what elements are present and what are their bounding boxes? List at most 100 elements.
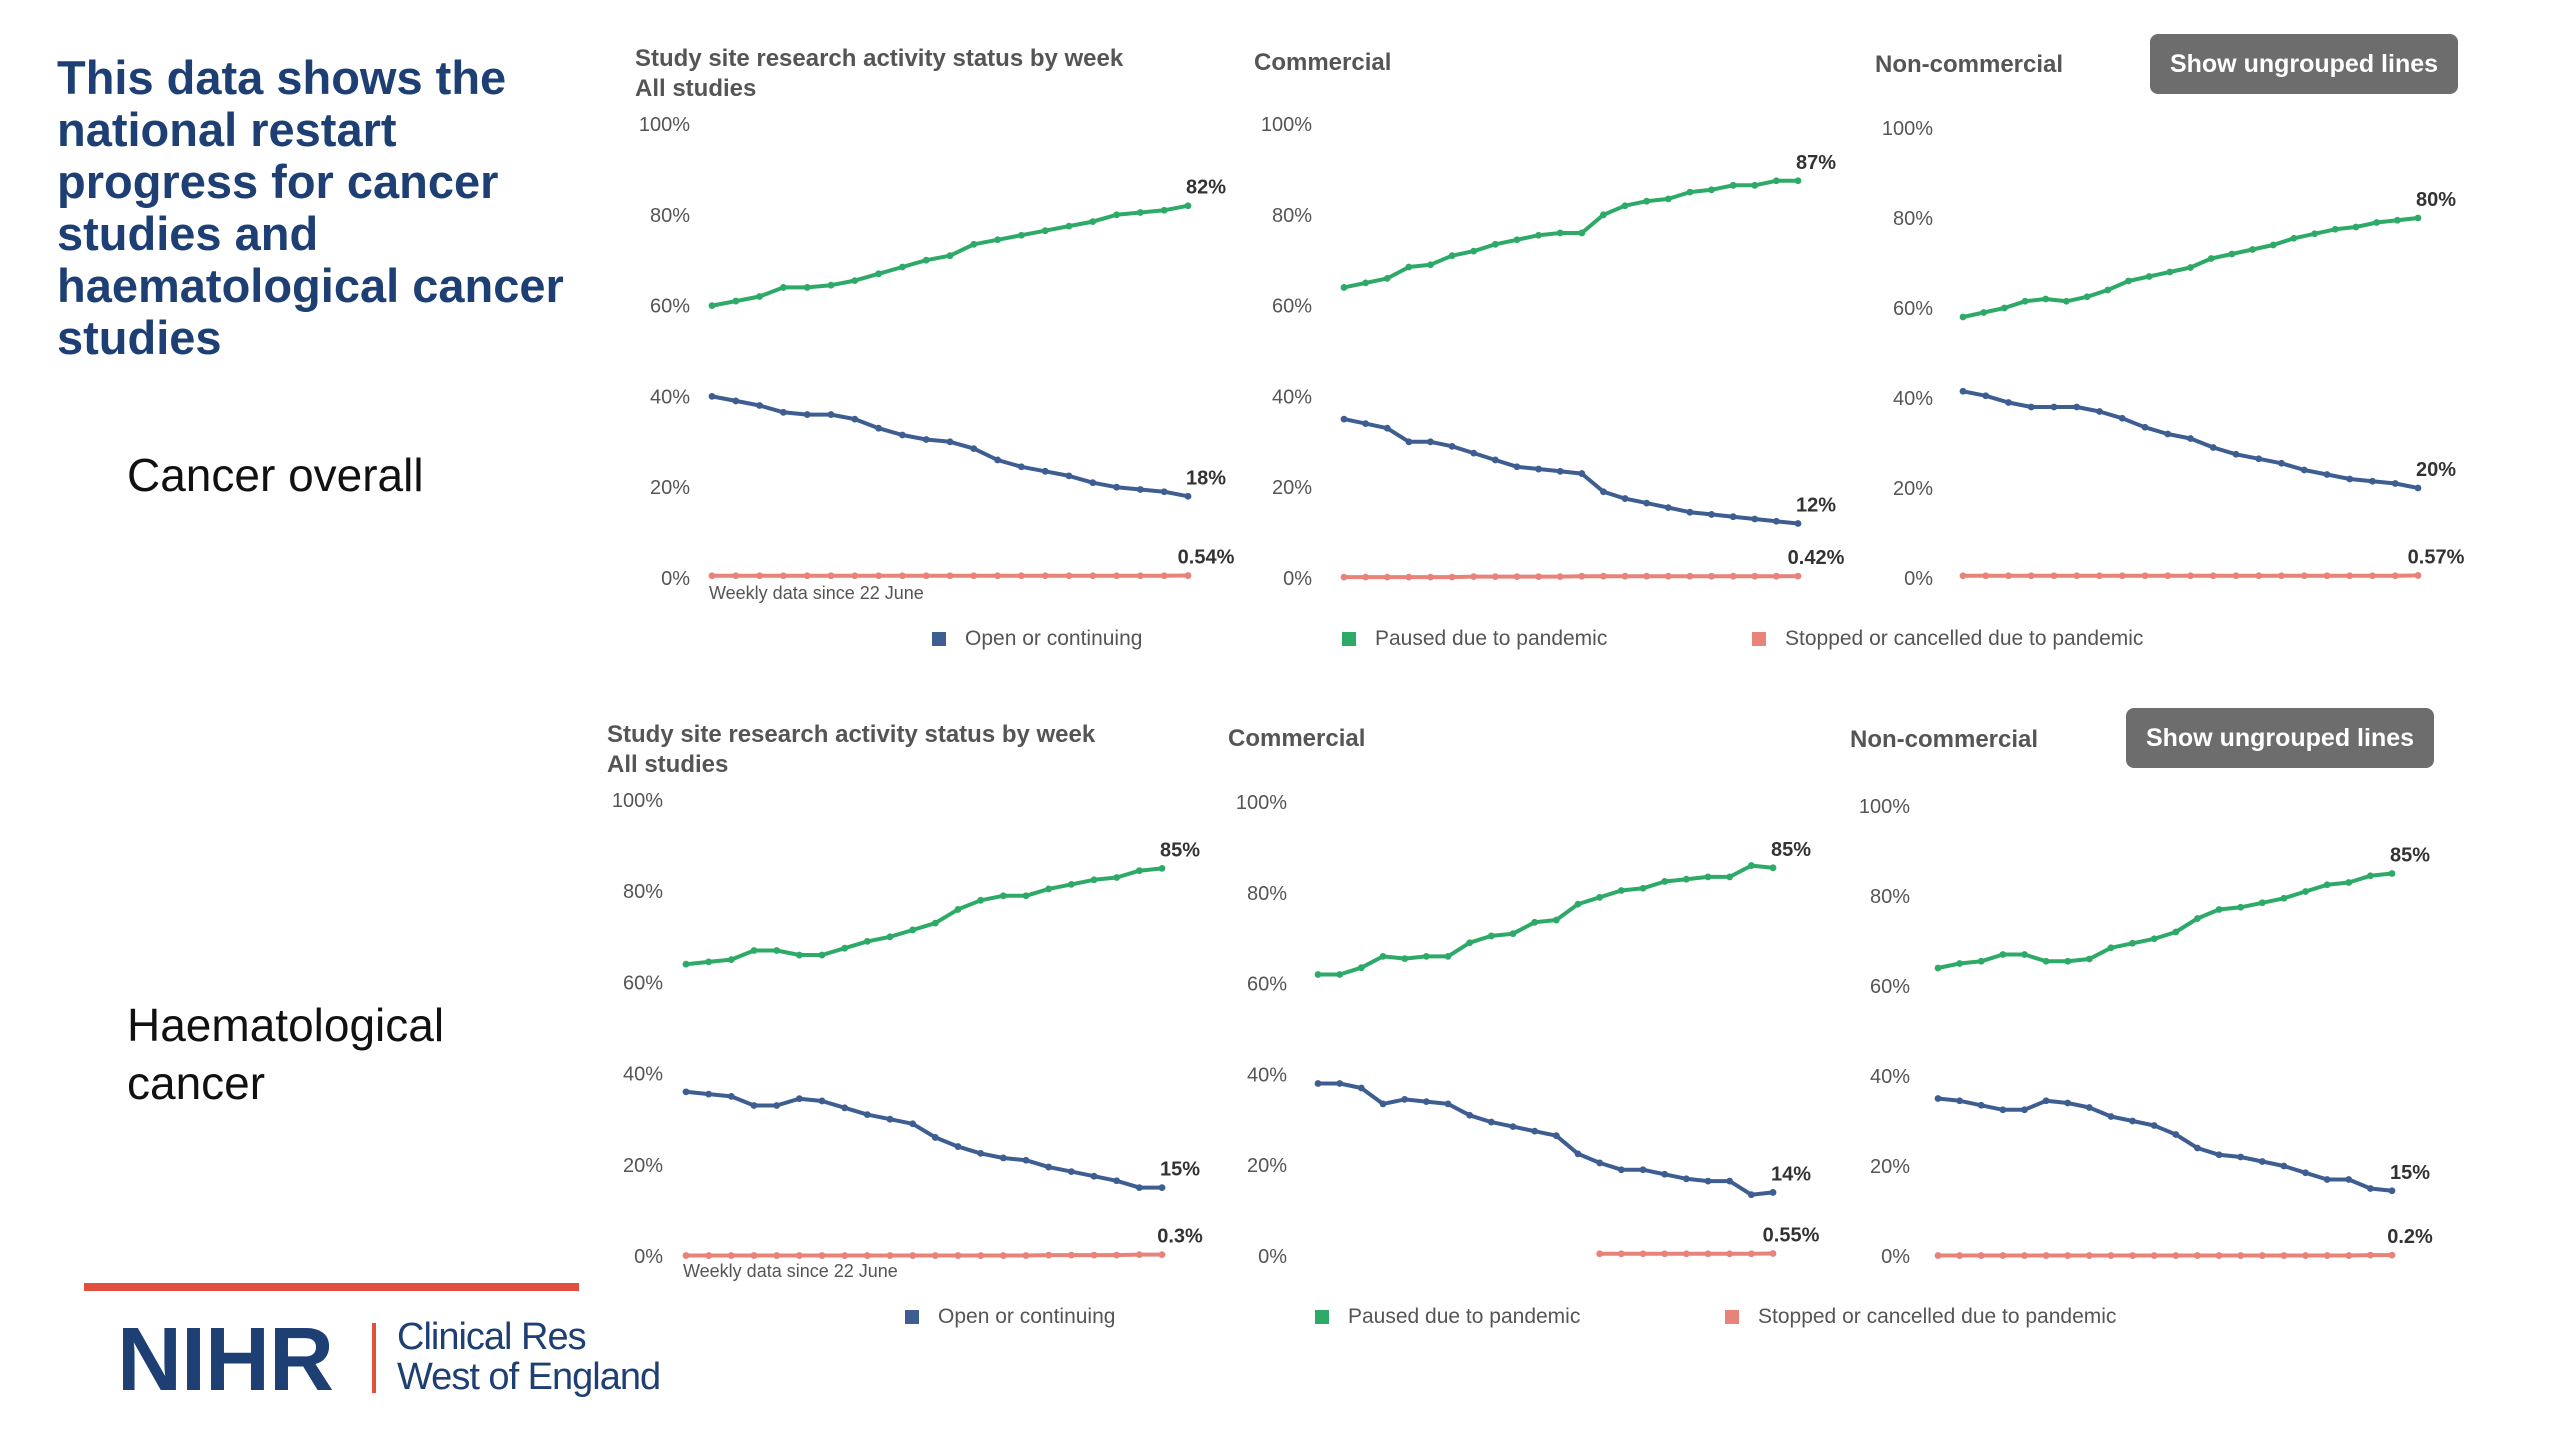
y-tick-label: 60%	[650, 296, 690, 318]
data-point	[2237, 1153, 2245, 1161]
data-point	[1137, 572, 1144, 580]
data-point	[1513, 236, 1521, 244]
data-point	[886, 1115, 894, 1123]
data-point	[2255, 572, 2263, 580]
show-ungrouped-lines-button-haem[interactable]: Show ungrouped lines	[2126, 708, 2434, 768]
end-value-label: 18%	[1186, 467, 1226, 489]
data-point	[1574, 900, 1582, 908]
data-point	[2104, 286, 2112, 294]
data-point	[1018, 231, 1025, 239]
data-point	[1470, 573, 1478, 581]
data-point	[886, 933, 894, 941]
y-tick-label: 100%	[639, 114, 690, 136]
data-point	[2021, 951, 2028, 958]
data-point	[2042, 295, 2050, 303]
data-point	[2391, 480, 2399, 487]
data-point	[1729, 572, 1737, 580]
data-point	[2302, 888, 2309, 895]
data-point	[2141, 572, 2149, 580]
data-point	[931, 1134, 939, 1141]
data-point	[732, 572, 740, 580]
data-point	[2063, 297, 2070, 305]
data-point	[1340, 573, 1348, 581]
y-tick-label: 60%	[1272, 296, 1312, 318]
data-point	[1982, 392, 1990, 400]
data-point	[1513, 573, 1521, 581]
data-point	[851, 415, 859, 423]
data-point	[2050, 572, 2058, 580]
data-point	[2366, 1185, 2374, 1192]
data-point	[1769, 864, 1777, 872]
data-point	[780, 572, 787, 580]
data-point	[818, 1097, 826, 1105]
data-point	[863, 937, 871, 945]
data-point	[1578, 229, 1586, 237]
data-point	[2096, 572, 2103, 580]
data-point	[994, 456, 1001, 464]
data-point	[2373, 219, 2381, 226]
data-point	[1090, 1251, 1098, 1259]
legend-label-paused: Paused due to pandemic	[1348, 1305, 1580, 1328]
legend-haematological: Open or continuing Paused due to pandemic…	[905, 1305, 2116, 1328]
data-point	[1379, 1100, 1387, 1108]
end-value-label: 15%	[1160, 1159, 1200, 1181]
data-point	[1751, 572, 1759, 580]
series-stopped-or-cancelled-due-to-pandemic: 0.3%	[682, 1226, 1203, 1259]
data-point	[705, 958, 713, 966]
data-point	[2107, 1252, 2115, 1259]
data-point	[732, 397, 740, 405]
data-point	[1552, 1132, 1560, 1140]
end-value-label: 15%	[2390, 1162, 2430, 1184]
logo-text: Clinical Res West of England	[397, 1317, 661, 1397]
data-point	[1509, 1123, 1517, 1131]
data-point	[2172, 928, 2180, 936]
data-point	[946, 572, 954, 580]
data-point	[1113, 874, 1121, 881]
data-point	[1661, 1250, 1669, 1258]
data-point	[1045, 885, 1053, 893]
y-tick-label: 100%	[1261, 114, 1312, 136]
data-point	[727, 956, 735, 963]
data-point	[773, 1102, 781, 1109]
series-open-or-continuing: 18%	[708, 393, 1226, 500]
data-point	[1600, 572, 1607, 580]
data-point	[1340, 284, 1348, 291]
data-point	[1448, 252, 1456, 260]
data-point	[2107, 1113, 2115, 1120]
section-label-cancer-overall: Cancer overall	[127, 449, 424, 501]
series-line	[1937, 871, 2393, 970]
data-point	[1980, 309, 1988, 316]
chart-cancer-all-studies: Study site research activity status by w…	[635, 45, 1235, 603]
end-value-label: 85%	[1771, 839, 1811, 861]
data-point	[2366, 1251, 2374, 1259]
data-point	[2323, 1252, 2331, 1259]
data-point	[1772, 517, 1780, 525]
data-point	[1552, 916, 1560, 924]
y-tick-label: 0%	[661, 568, 690, 590]
data-point	[1513, 463, 1521, 471]
data-point	[1022, 1252, 1030, 1259]
data-point	[994, 236, 1001, 244]
series-paused-due-to-pandemic: 85%	[1314, 839, 1811, 978]
data-point	[827, 572, 835, 580]
data-point	[780, 408, 787, 416]
data-point	[1643, 572, 1651, 580]
data-point	[727, 1252, 735, 1259]
data-point	[1444, 952, 1452, 960]
data-point	[1999, 1252, 2007, 1259]
y-tick-label: 60%	[1247, 974, 1287, 996]
data-point	[756, 293, 763, 300]
data-point	[1160, 572, 1168, 580]
data-point	[2042, 1097, 2050, 1105]
data-point	[1956, 960, 1964, 967]
data-point	[1427, 438, 1434, 446]
data-point	[863, 1111, 871, 1119]
show-ungrouped-lines-button[interactable]: Show ungrouped lines	[2150, 34, 2458, 94]
y-tick-label: 100%	[1236, 792, 1287, 814]
y-tick-label: 80%	[1272, 205, 1312, 227]
chart-note: Weekly data since 22 June	[683, 1261, 898, 1281]
data-point	[1089, 218, 1097, 226]
data-point	[1491, 573, 1499, 581]
data-point	[2345, 879, 2353, 886]
data-point	[886, 1252, 894, 1259]
